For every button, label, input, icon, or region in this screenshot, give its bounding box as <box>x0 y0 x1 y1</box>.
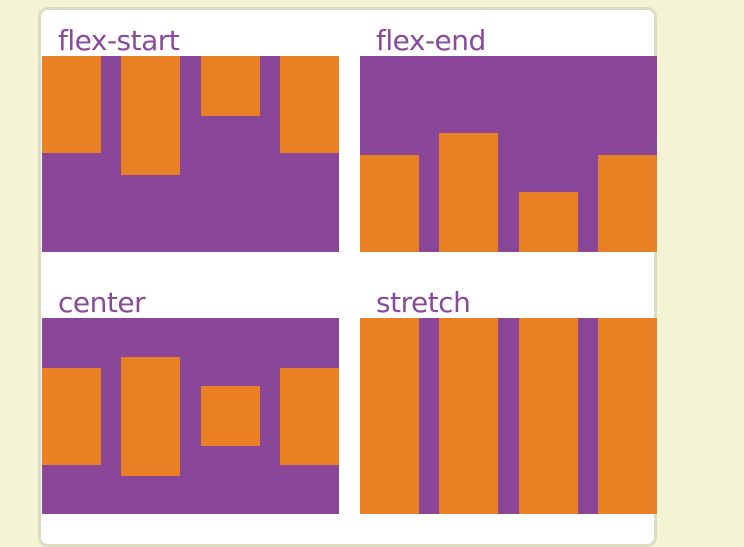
panel-title-flex-start: flex-start <box>58 24 180 57</box>
flex-item-4 <box>597 318 657 514</box>
flex-item-3 <box>518 192 578 252</box>
flex-item-1 <box>42 367 101 465</box>
flex-item-4 <box>279 56 339 153</box>
flex-item-2 <box>121 56 181 175</box>
flex-container-flex-start <box>42 56 339 252</box>
flex-container-stretch <box>360 318 657 514</box>
flex-item-4 <box>597 155 657 252</box>
flex-item-2 <box>439 318 499 514</box>
panel-center: center <box>42 286 339 514</box>
flex-item-1 <box>42 56 101 153</box>
flex-item-4 <box>279 367 339 465</box>
panel-title-flex-end: flex-end <box>376 24 486 57</box>
flex-item-1 <box>360 318 419 514</box>
flex-container-center <box>42 318 339 514</box>
panel-flex-start: flex-start <box>42 24 339 252</box>
flex-item-2 <box>439 133 499 252</box>
panel-flex-end: flex-end <box>360 24 657 252</box>
flex-item-2 <box>121 356 181 476</box>
panel-stretch: stretch <box>360 286 657 514</box>
flex-item-3 <box>518 318 578 514</box>
panel-title-stretch: stretch <box>376 286 471 319</box>
flex-item-3 <box>200 386 260 446</box>
flex-item-1 <box>360 155 419 252</box>
demo-card: flex-start flex-end center stretch <box>38 7 657 547</box>
flex-container-flex-end <box>360 56 657 252</box>
panel-title-center: center <box>58 286 146 319</box>
flex-item-3 <box>200 56 260 116</box>
